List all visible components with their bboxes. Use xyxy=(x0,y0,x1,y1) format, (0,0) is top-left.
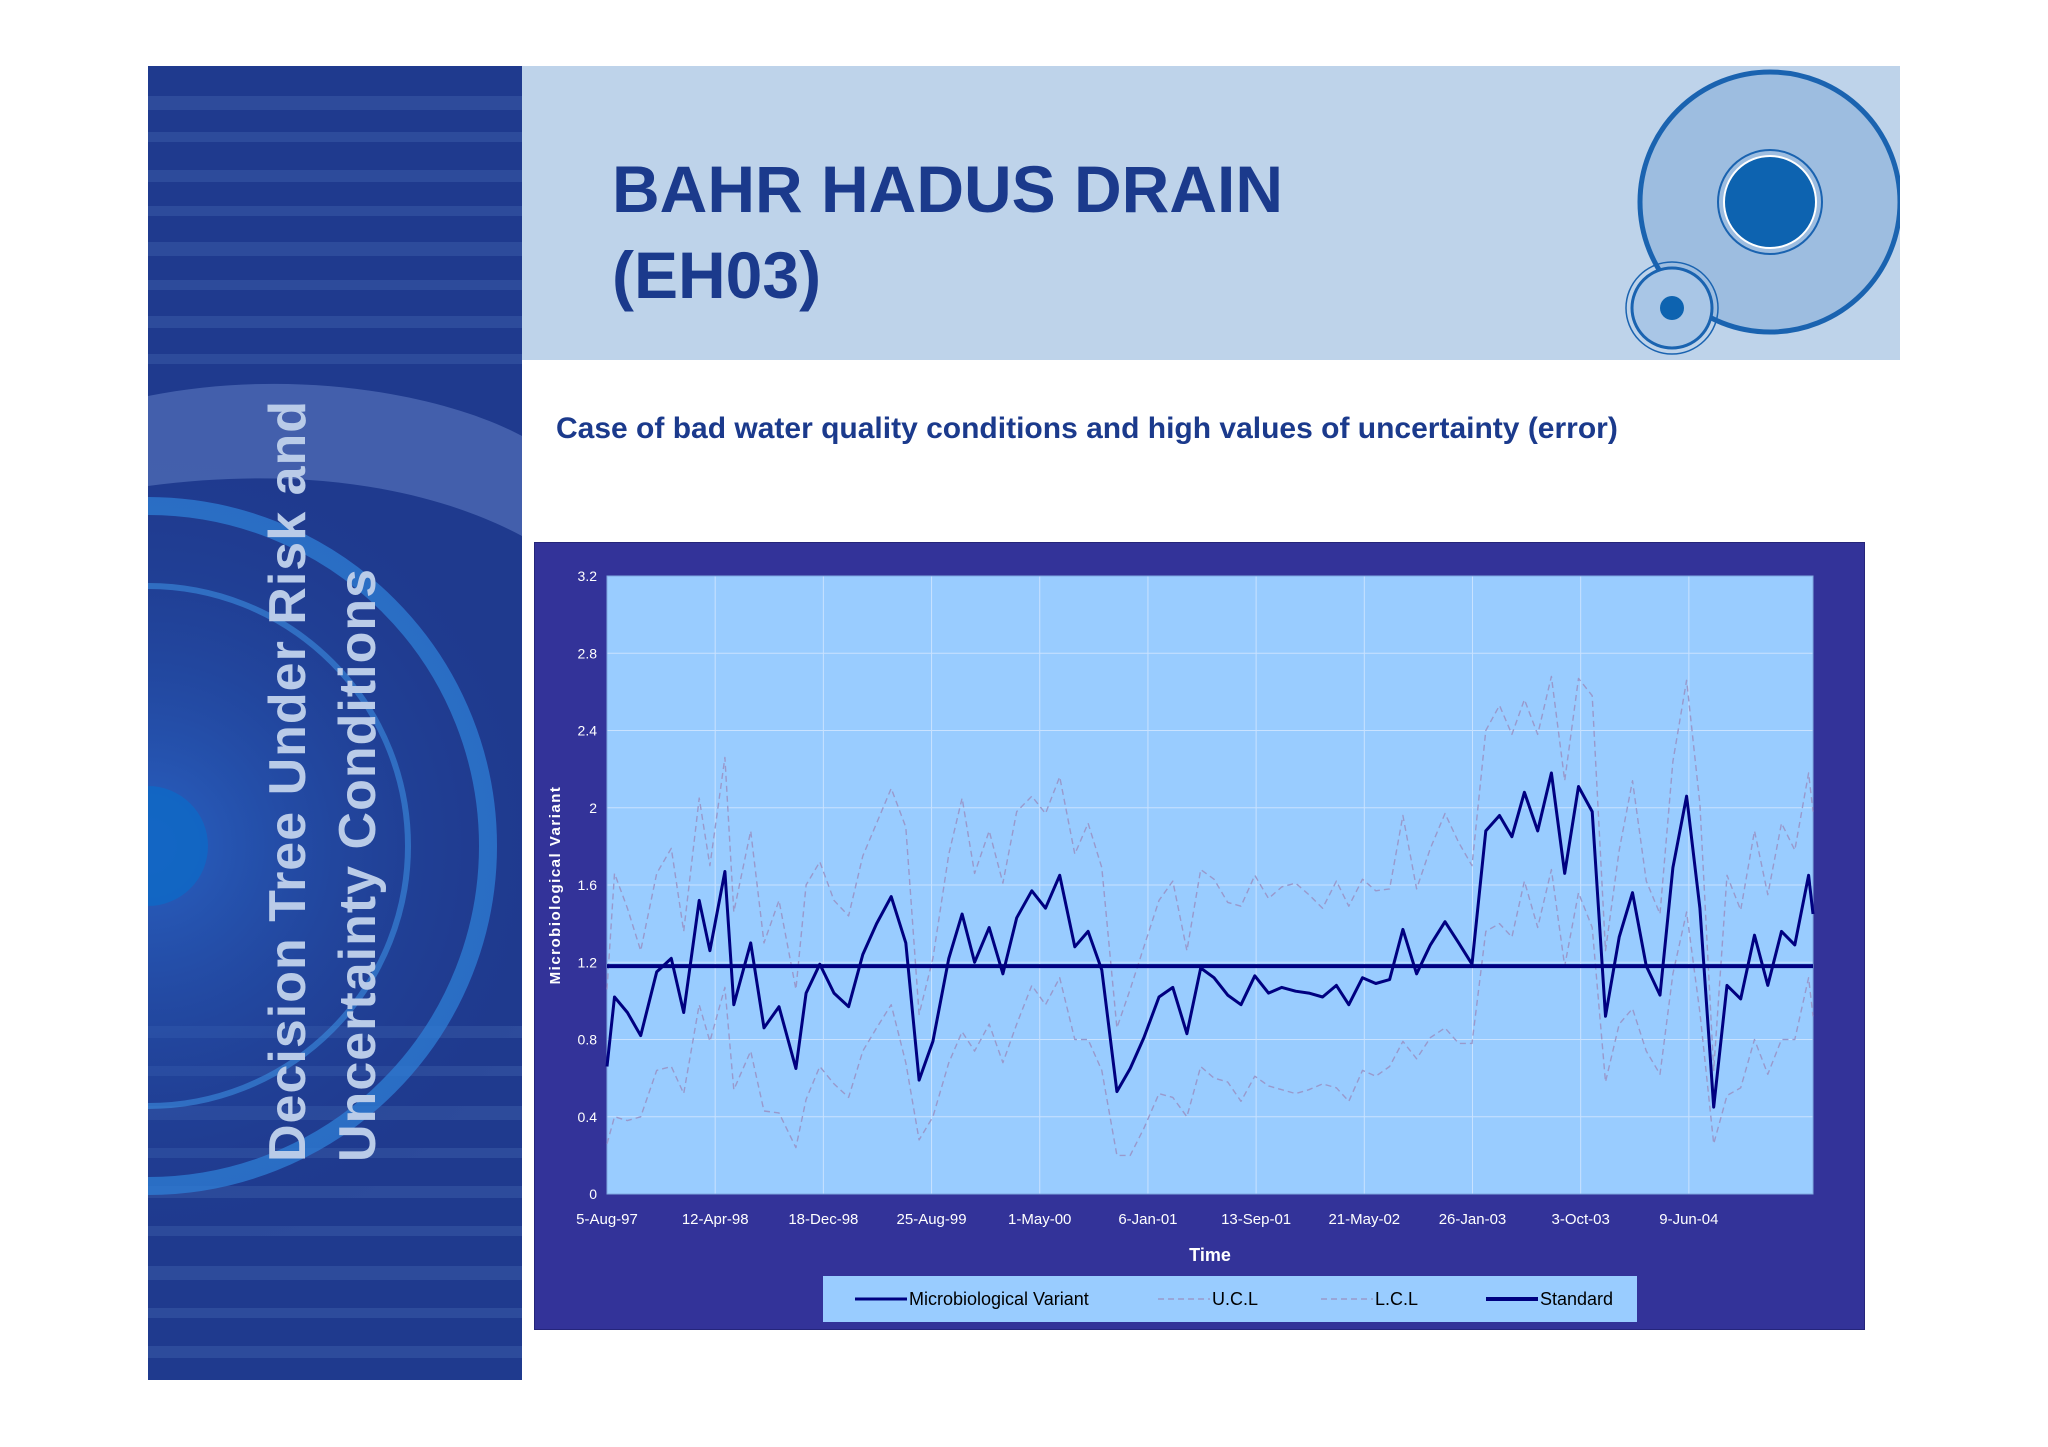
x-tick-label: 25-Aug-99 xyxy=(897,1211,967,1228)
y-tick-label: 0.4 xyxy=(578,1109,598,1125)
x-tick-label: 6-Jan-01 xyxy=(1118,1211,1177,1228)
x-axis-title: Time xyxy=(1189,1245,1231,1265)
series-line-microbiological-variant xyxy=(605,771,1815,1109)
x-tick-label: 18-Dec-98 xyxy=(788,1211,858,1228)
x-tick-label: 12-Apr-98 xyxy=(682,1211,749,1228)
y-tick-label: 1.2 xyxy=(578,954,598,970)
header-circles-decoration xyxy=(1625,69,1900,355)
y-tick-label: 2.4 xyxy=(578,723,598,739)
chart: 0 0.4 0.8 1.2 1.6 2 2.4 2.8 3.2 5-Aug-97 12-Apr-98… xyxy=(547,568,1815,1322)
y-tick-label: 2.8 xyxy=(578,645,598,661)
sidebar-title-line1: Decision Tree Under Risk and xyxy=(259,399,317,1162)
page-title-line1: BAHR HADUS DRAIN xyxy=(612,152,1283,226)
sidebar: Decision Tree Under Risk and Uncertainty… xyxy=(148,66,522,1380)
plot-border xyxy=(606,575,1814,1195)
sidebar-title: Decision Tree Under Risk and Uncertainty… xyxy=(148,66,522,1380)
page-title-line2: (EH03) xyxy=(612,238,822,312)
sidebar-decoration xyxy=(148,96,522,1358)
y-axis-title: Microbiological Variant xyxy=(547,786,564,985)
sidebar-title-line2: Uncertainty Conditions xyxy=(329,567,387,1162)
page-subtitle: Case of bad water quality conditions and… xyxy=(556,412,1618,445)
legend-label: L.C.L xyxy=(1375,1289,1418,1309)
y-tick-label: 0.8 xyxy=(578,1032,598,1048)
y-tick-label: 2 xyxy=(589,800,597,816)
x-tick-label: 13-Sep-01 xyxy=(1221,1211,1291,1228)
x-tick-label: 26-Jan-03 xyxy=(1439,1211,1507,1228)
header-band xyxy=(522,66,1900,360)
x-tick-label: 9-Jun-04 xyxy=(1659,1211,1718,1228)
series-line-l-c-l xyxy=(606,868,1814,1157)
y-tick-label: 1.6 xyxy=(578,877,598,893)
x-tick-label: 1-May-00 xyxy=(1008,1211,1071,1228)
y-tick-label: 0 xyxy=(589,1186,597,1202)
x-tick-label: 5-Aug-97 xyxy=(576,1211,638,1228)
x-tick-label: 3-Oct-03 xyxy=(1551,1211,1609,1228)
legend-label: Microbiological Variant xyxy=(909,1289,1089,1309)
legend-label: U.C.L xyxy=(1212,1289,1258,1309)
legend-label: Standard xyxy=(1540,1289,1613,1309)
x-tick-label: 21-May-02 xyxy=(1328,1211,1400,1228)
legend: Microbiological Variant U.C.L L.C.L Standar… xyxy=(823,1276,1637,1322)
page-title: BAHR HADUS DRAIN (EH03) xyxy=(612,146,1512,318)
y-tick-label: 3.2 xyxy=(578,568,598,584)
series-line-u-c-l xyxy=(606,675,1814,1072)
chart-frame: 0 0.4 0.8 1.2 1.6 2 2.4 2.8 3.2 5-Aug-97 12-Apr-98… xyxy=(534,542,1865,1330)
